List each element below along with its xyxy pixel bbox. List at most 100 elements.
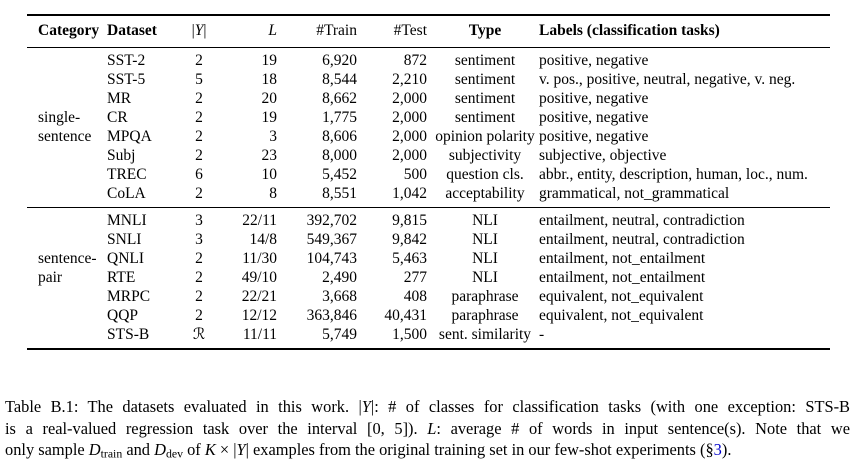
column-header-avg-length: L	[217, 15, 283, 48]
cell-category	[27, 48, 107, 71]
cell-length: 20	[261, 90, 278, 107]
cell-type: NLI	[472, 269, 498, 286]
text-segment: × |	[215, 440, 237, 459]
cell-length: 19	[261, 52, 278, 69]
cell-labels: abbr., entity, description, human, loc.,…	[539, 166, 808, 183]
cell-labels: -	[539, 326, 545, 343]
cell-category	[27, 89, 107, 108]
cell-labels: positive, negative	[539, 109, 649, 126]
cell-dataset: STS-B	[107, 326, 150, 343]
cell-type: NLI	[472, 250, 498, 267]
cell-length: 22/21	[241, 288, 277, 305]
cell-test: 9,842	[392, 231, 427, 248]
text-segment: L	[268, 22, 277, 39]
cell-dataset: QQP	[107, 307, 139, 324]
cell-classes: 2	[195, 109, 203, 126]
cell-category	[27, 306, 107, 325]
table-row: MRPC 2 22/21 3,668 408 paraphrase equivalent, …	[27, 287, 830, 306]
cell-type: acceptability	[445, 185, 525, 202]
cell-train: 3,668	[322, 288, 357, 305]
table-row: MNLI 3 22/11 392,702 9,815 NLI entailment, neu…	[27, 208, 830, 231]
text-segment: train	[100, 446, 123, 461]
cell-type: sentiment	[454, 90, 516, 107]
cell-test: 9,815	[392, 212, 427, 229]
cell-labels: positive, negative	[539, 128, 649, 145]
column-header-dataset: Dataset	[107, 15, 181, 48]
cell-labels: positive, negative	[539, 52, 649, 69]
text-segment: Table B.1: The datasets evaluated in thi…	[5, 397, 362, 416]
cell-length: 22/11	[242, 212, 277, 229]
table-row: SST-5 5 18 8,544 2,210 sentiment v. pos., posi…	[27, 70, 830, 89]
text-segment: D	[88, 440, 101, 459]
cell-dataset: MRPC	[107, 288, 151, 305]
cell-labels: equivalent, not_equivalent	[539, 307, 704, 324]
cell-test: 1,042	[392, 185, 427, 202]
cell-labels: grammatical, not_grammatical	[539, 185, 730, 202]
cell-type: NLI	[472, 231, 498, 248]
cell-test: 408	[403, 288, 427, 305]
column-header-num-train: #Train	[283, 15, 363, 48]
cell-dataset: MPQA	[107, 128, 152, 145]
cell-category	[27, 146, 107, 165]
cell-classes: 2	[195, 288, 203, 305]
cell-category	[27, 325, 107, 349]
cell-type: sentiment	[454, 109, 516, 126]
table-row: single- CR 2 19 1,775 2,000 sentiment positive,…	[27, 108, 830, 127]
cell-type: paraphrase	[451, 307, 519, 324]
cell-train: 549,367	[306, 231, 357, 248]
cell-classes: ℛ	[192, 326, 206, 343]
cell-length: 18	[261, 71, 278, 88]
cell-classes: 3	[195, 212, 203, 229]
cell-train: 2,490	[322, 269, 357, 286]
text-segment: Category	[38, 22, 100, 39]
table-group-sentence-pair: MNLI 3 22/11 392,702 9,815 NLI entailment, neu…	[27, 208, 830, 350]
table-row: SST-2 2 19 6,920 872 sentiment positive, negat…	[27, 48, 830, 71]
cell-train: 1,775	[322, 109, 357, 126]
cell-dataset: Subj	[107, 147, 136, 164]
cell-dataset: MR	[107, 90, 132, 107]
cell-classes: 6	[195, 166, 203, 183]
cell-labels: entailment, not_entailment	[539, 269, 706, 286]
cell-test: 2,000	[392, 147, 427, 164]
cell-type: opinion polarity	[435, 128, 535, 145]
cell-classes: 2	[195, 90, 203, 107]
cell-labels: entailment, not_entailment	[539, 250, 706, 267]
text-segment: |: # of classes for classification tasks…	[370, 397, 850, 416]
cell-type: sentiment	[454, 71, 516, 88]
text-segment: #Train	[316, 22, 357, 39]
cell-classes: 2	[195, 52, 203, 69]
cell-dataset: SNLI	[107, 231, 142, 248]
text-segment: L	[427, 418, 437, 438]
cell-dataset: QNLI	[107, 250, 145, 267]
table-group-single-sentence: SST-2 2 19 6,920 872 sentiment positive, negat…	[27, 48, 830, 208]
cell-labels: positive, negative	[539, 90, 649, 107]
text-segment: ).	[721, 440, 732, 459]
cell-test: 872	[403, 52, 427, 69]
cell-train: 8,606	[322, 128, 357, 145]
column-header-num-test: #Test	[363, 15, 433, 48]
cell-length: 3	[269, 128, 277, 145]
cell-dataset: SST-5	[107, 71, 146, 88]
cell-length: 10	[261, 166, 278, 183]
text-segment: K	[204, 440, 216, 459]
cell-train: 392,702	[306, 212, 357, 229]
cell-type: sentiment	[454, 52, 516, 69]
text-segment: Dataset	[107, 22, 157, 39]
cell-test: 2,000	[392, 90, 427, 107]
column-header-labels: Labels (classification tasks)	[537, 15, 830, 48]
cell-classes: 2	[195, 147, 203, 164]
cell-test: 5,463	[392, 250, 427, 267]
cell-type: NLI	[472, 212, 498, 229]
cell-length: 14/8	[249, 231, 277, 248]
text-segment: Y	[236, 440, 246, 459]
section-ref-link[interactable]: 3	[713, 440, 722, 459]
cell-type: paraphrase	[451, 288, 519, 305]
cell-category	[27, 287, 107, 306]
cell-length: 11/11	[242, 326, 277, 343]
cell-category: sentence	[38, 128, 92, 145]
cell-dataset: CoLA	[107, 185, 146, 202]
text-segment: Type	[468, 22, 502, 39]
text-segment: and	[122, 440, 155, 459]
cell-type: sent. similarity	[438, 326, 532, 343]
cell-length: 49/10	[241, 269, 277, 286]
